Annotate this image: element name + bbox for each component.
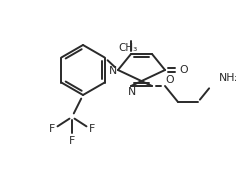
Text: F: F: [49, 124, 55, 134]
Text: NH₂: NH₂: [219, 73, 236, 83]
Text: CH₃: CH₃: [118, 43, 138, 53]
Text: O: O: [180, 65, 188, 75]
Text: O: O: [166, 75, 174, 85]
Text: N: N: [128, 87, 136, 97]
Text: N: N: [109, 66, 117, 76]
Text: F: F: [89, 124, 95, 134]
Text: F: F: [69, 136, 75, 146]
